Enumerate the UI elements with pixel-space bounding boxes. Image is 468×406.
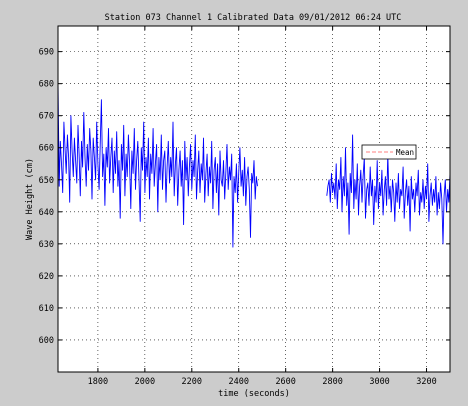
y-tick-label: 660 — [39, 144, 54, 154]
x-tick-label: 1800 — [88, 377, 108, 387]
x-tick-label: 2600 — [275, 377, 295, 387]
y-tick-label: 600 — [39, 336, 54, 346]
y-tick-label: 670 — [39, 112, 54, 122]
y-tick-label: 690 — [39, 48, 54, 58]
y-tick-label: 610 — [39, 304, 54, 314]
x-tick-label: 2400 — [229, 377, 249, 387]
legend-mean-label: Mean — [396, 148, 414, 157]
y-tick-label: 680 — [39, 80, 54, 90]
x-tick-label: 3000 — [369, 377, 389, 387]
x-tick-label: 2000 — [135, 377, 155, 387]
y-tick-label: 640 — [39, 208, 54, 218]
y-tick-label: 650 — [39, 176, 54, 186]
x-tick-label: 2200 — [182, 377, 202, 387]
y-tick-label: 620 — [39, 272, 54, 282]
plot-area: 1800 2000 2200 2400 2600 2800 3000 3200 600 610 62… — [39, 26, 450, 387]
y-tick-label: 630 — [39, 240, 54, 250]
plot-background — [58, 26, 450, 372]
chart-title: Station 073 Channel 1 Calibrated Data 09… — [105, 13, 402, 23]
y-axis-label: Wave Height (cm) — [25, 158, 35, 240]
x-tick-label: 2800 — [322, 377, 342, 387]
x-axis-label: time (seconds) — [218, 389, 290, 399]
x-tick-label: 3200 — [416, 377, 436, 387]
legend: Mean — [362, 145, 416, 159]
